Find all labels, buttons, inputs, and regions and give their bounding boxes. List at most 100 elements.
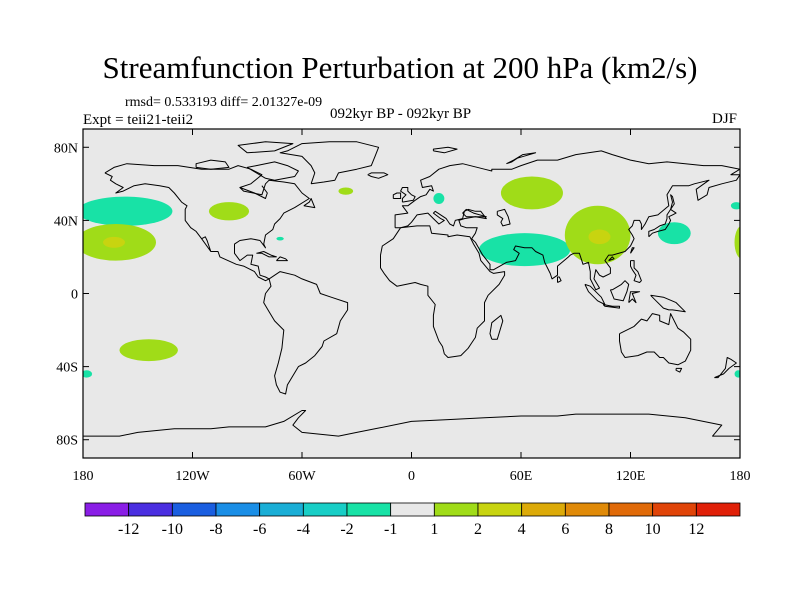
coastline-svalbard: [432, 146, 458, 154]
colorbar-swatch: [652, 502, 697, 517]
coastline-hainan: [608, 256, 615, 262]
coastline-sakhalin: [670, 194, 675, 210]
season-label: DJF: [712, 111, 738, 127]
colorbar-label: 4: [518, 521, 526, 538]
coastline-ellesmere-island: [237, 141, 294, 154]
anomaly-region-10: [208, 202, 250, 221]
colorbar-label: -8: [209, 521, 222, 538]
anomaly-region-2: [657, 222, 691, 245]
colorbar-label: -10: [162, 521, 183, 538]
lon-tick-label: 180: [730, 469, 751, 484]
coastline-java: [602, 304, 620, 309]
colorbar-label: 1: [430, 521, 438, 538]
coastline-taiwan: [630, 247, 635, 254]
colorbar-swatch: [608, 502, 654, 517]
coastline-madagascar: [489, 314, 504, 340]
period-label: 092kyr BP - 092kyr BP: [330, 106, 472, 122]
coastline-philippines: [630, 260, 642, 283]
colorbar-label: 10: [645, 521, 661, 538]
colorbar-label: -6: [253, 521, 266, 538]
coastline-baffin-island: [246, 161, 299, 181]
lon-tick-label: 0: [408, 469, 415, 484]
coastline-hispaniola: [276, 256, 288, 262]
anomaly-region-11: [338, 187, 354, 195]
coastline-cuba: [256, 251, 277, 258]
colorbar-label: 2: [474, 521, 482, 538]
coastline-new-guinea: [650, 294, 686, 313]
coastline-japan: [648, 208, 677, 238]
coastline-eurasia: [394, 150, 740, 291]
colorbar-swatch: [564, 502, 610, 517]
colorbar-swatch: [215, 502, 261, 517]
colorbar-swatch: [171, 502, 217, 517]
coastline-layer: [83, 141, 740, 447]
colorbar-swatch: [259, 502, 304, 517]
anomaly-region-12: [500, 176, 563, 210]
colorbar-swatch: [84, 502, 130, 517]
coastline-tasmania: [675, 367, 683, 373]
coastline-north-america: [104, 163, 310, 282]
coastline-victoria-island: [195, 159, 230, 170]
coastline-sulawesi: [628, 291, 641, 304]
lon-tick-label: 120W: [175, 469, 210, 484]
colorbar-swatch: [128, 502, 173, 517]
anomaly-region-1: [479, 233, 571, 267]
lon-tick-label: 120E: [616, 469, 646, 484]
anomaly-region-14: [588, 229, 611, 245]
coastline-hudson-bay-shore: [239, 185, 268, 199]
colorbar: -12 -10 -8 -6 -4 -2 -1 1 2 4 6 8 10 12: [84, 502, 741, 538]
anomaly-region-16: [734, 226, 740, 259]
lat-tick-label: 80N: [54, 141, 78, 156]
anomaly-region-0: [83, 196, 173, 226]
map-title: Streamfunction Perturbation at 200 hPa (…: [102, 50, 698, 85]
coastline-greenland: [279, 141, 380, 185]
coastline-novaya-zemlya: [506, 152, 537, 165]
coastline-africa: [380, 225, 506, 358]
colorbar-label: 12: [688, 521, 704, 538]
colorbar-label: 8: [605, 521, 613, 538]
lat-tick-label: 40S: [56, 361, 78, 376]
coastline-black-sea-inner: [462, 208, 487, 218]
lon-tick-label: 60W: [288, 469, 316, 484]
lat-tick-label: 40N: [54, 214, 78, 229]
lat-tick-label: 80S: [56, 434, 78, 449]
colorbar-swatch: [695, 502, 741, 517]
coastline-caspian-sea: [496, 208, 511, 227]
map-background: [83, 129, 740, 458]
lon-tick-label: 60E: [510, 469, 533, 484]
anomaly-region-6: [730, 202, 740, 210]
anomaly-region-5: [734, 370, 740, 378]
colorbar-swatch: [390, 502, 435, 517]
coastline-newfoundland: [303, 198, 316, 209]
coastline-iceland: [367, 172, 389, 179]
colorbar-swatch: [433, 502, 479, 517]
coastline-ireland: [392, 192, 402, 199]
colorbar-label: -4: [297, 521, 310, 538]
colorbar-swatch: [477, 502, 523, 517]
coastline-antarctica: [83, 410, 740, 447]
lat-tick-label: 0: [71, 288, 78, 303]
colorbar-label: -1: [384, 521, 397, 538]
coastline-great-britain: [400, 187, 416, 203]
anomaly-region-9: [103, 236, 125, 248]
anomaly-region-7: [276, 236, 284, 241]
anomaly-region-3: [433, 192, 445, 204]
axis-ticks: 80N 40N 0 40S 80S 180 120W 60W 0 60E 120E 180: [54, 129, 751, 484]
colorbar-swatch: [521, 502, 566, 517]
colorbar-label: 6: [561, 521, 569, 538]
stats-line: rmsd= 0.533193 diff= 2.01327e-09: [125, 95, 323, 110]
coastline-new-zealand: [714, 357, 737, 379]
experiment-label: Expt = teii21-teii2: [83, 112, 194, 128]
colorbar-label: -12: [118, 521, 139, 538]
colorbar-swatch: [346, 502, 392, 517]
colorbar-label: -2: [340, 521, 353, 538]
coastline-australia: [619, 313, 692, 366]
coastline-south-america: [263, 271, 349, 395]
coastline-borneo: [609, 280, 630, 302]
anomaly-region-4: [83, 370, 93, 378]
coastline-sri-lanka: [557, 276, 562, 283]
colorbar-swatch: [302, 502, 348, 517]
anomaly-region-15: [119, 339, 178, 362]
lon-tick-label: 180: [73, 469, 94, 484]
